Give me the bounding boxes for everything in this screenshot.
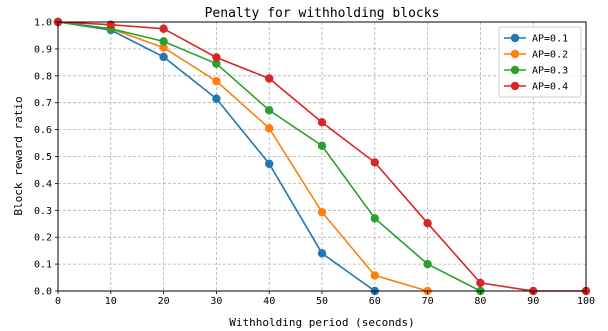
y-tick-label: 0.3 <box>34 206 52 217</box>
x-tick-label: 60 <box>369 296 381 307</box>
x-tick-label: 70 <box>422 296 434 307</box>
data-point <box>159 43 168 52</box>
data-point <box>159 24 168 33</box>
y-tick-label: 0.8 <box>34 71 52 82</box>
legend-box <box>498 26 582 98</box>
y-tick-label: 0.4 <box>34 179 52 190</box>
data-point <box>317 249 327 258</box>
data-point <box>159 37 168 46</box>
data-point <box>370 158 379 167</box>
data-point <box>159 52 168 62</box>
y-tick-label: 0.1 <box>34 260 52 271</box>
data-point <box>317 118 327 127</box>
y-tick-label: 0.5 <box>34 152 52 163</box>
y-axis-ticks: 0.0 0.1 0.2 0.3 0.4 0.5 0.6 0.7 0.8 0.9 1.0 <box>34 18 58 298</box>
data-point <box>423 259 432 269</box>
chart-title: Penalty for withholding blocks <box>205 6 440 21</box>
x-axis-label: Withholding period (seconds) <box>229 316 414 329</box>
data-point <box>265 74 274 83</box>
data-point <box>106 20 116 29</box>
x-tick-label: 0 <box>55 296 61 307</box>
legend-entry: AP=0.2 <box>504 50 568 61</box>
x-axis-ticks: 0 10 20 30 40 50 60 70 80 90 100 <box>55 291 595 307</box>
legend-label: AP=0.3 <box>532 66 568 77</box>
data-point <box>212 53 221 62</box>
y-tick-label: 1.0 <box>34 18 52 29</box>
x-tick-label: 100 <box>577 296 595 307</box>
x-tick-label: 10 <box>105 296 117 307</box>
data-point <box>212 76 221 86</box>
data-point <box>370 214 379 223</box>
data-point <box>212 59 221 68</box>
y-tick-label: 0.6 <box>34 125 52 136</box>
x-tick-label: 20 <box>158 296 170 307</box>
y-tick-label: 0.9 <box>34 44 52 55</box>
x-tick-label: 50 <box>316 296 328 307</box>
data-point <box>265 159 274 168</box>
data-point <box>265 106 274 115</box>
y-tick-label: 0.2 <box>34 233 52 244</box>
y-tick-label: 0.0 <box>34 287 52 298</box>
legend-label: AP=0.2 <box>532 50 568 61</box>
legend-marker <box>510 49 520 59</box>
data-point <box>317 207 327 217</box>
legend: AP=0.1 AP=0.2 AP=0.3 AP=0.4 <box>498 26 582 98</box>
legend-entry: AP=0.4 <box>504 82 568 93</box>
data-point <box>370 271 379 280</box>
legend-entry: AP=0.1 <box>504 34 568 45</box>
x-tick-label: 40 <box>263 296 275 307</box>
data-point <box>423 219 432 228</box>
y-axis-label: Block reward ratio <box>12 96 25 215</box>
x-tick-label: 80 <box>474 296 486 307</box>
y-tick-label: 0.7 <box>34 98 52 109</box>
series-layer <box>53 17 591 296</box>
legend-label: AP=0.1 <box>532 34 568 45</box>
legend-marker <box>510 65 520 75</box>
x-tick-label: 30 <box>210 296 222 307</box>
data-point <box>317 141 327 150</box>
legend-marker <box>510 81 520 91</box>
data-point <box>476 278 485 288</box>
data-point <box>212 94 221 103</box>
x-tick-label: 90 <box>527 296 539 307</box>
data-point <box>265 124 274 133</box>
legend-marker <box>510 33 520 43</box>
legend-label: AP=0.4 <box>532 82 568 93</box>
legend-entry: AP=0.3 <box>504 66 568 77</box>
series-line <box>57 21 428 292</box>
